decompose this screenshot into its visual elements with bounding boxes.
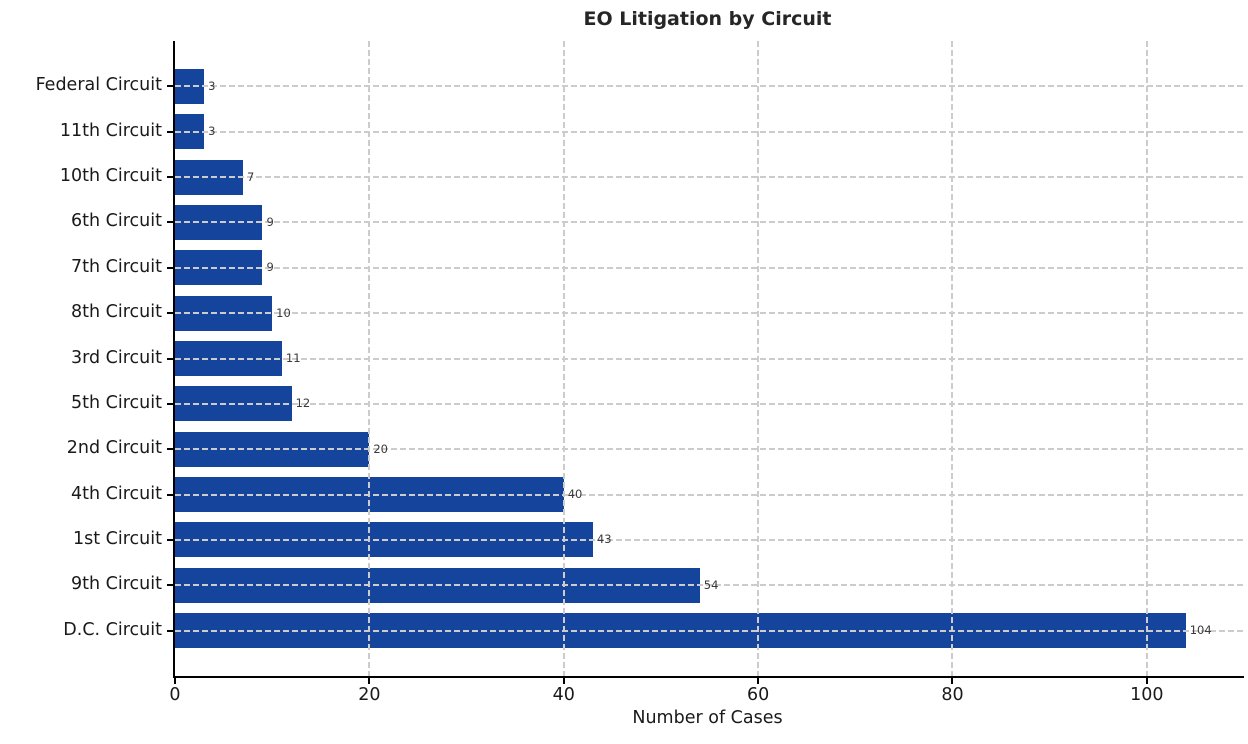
y-tick-mark xyxy=(167,538,173,541)
y-gridline xyxy=(175,629,1244,632)
y-tick-label: 11th Circuit xyxy=(59,120,162,141)
bar-value-label: 20 xyxy=(373,441,388,456)
y-tick-mark xyxy=(167,448,173,451)
x-tick-label: 60 xyxy=(746,685,770,705)
bar-value-label: 9 xyxy=(266,260,274,275)
bar-value-label: 104 xyxy=(1189,623,1212,638)
x-tick-mark xyxy=(757,678,760,684)
y-tick-mark xyxy=(167,176,173,179)
y-gridline xyxy=(175,266,1244,269)
bar-value-label: 11 xyxy=(285,351,301,365)
y-gridline xyxy=(175,538,1244,541)
y-gridline xyxy=(175,312,1244,315)
y-tick-label: 6th Circuit xyxy=(71,211,162,232)
bar-value-label: 3 xyxy=(208,78,216,93)
bar-value-label: 12 xyxy=(295,396,311,411)
y-tick-label: 7th Circuit xyxy=(71,256,162,277)
y-tick-label: 2nd Circuit xyxy=(66,438,162,459)
y-gridline xyxy=(175,130,1244,133)
y-tick-mark xyxy=(167,130,173,133)
y-gridline xyxy=(175,357,1244,360)
bar-value-label: 43 xyxy=(596,532,612,547)
x-tick-mark xyxy=(1145,678,1148,684)
x-tick-label: 40 xyxy=(552,685,575,705)
bar-value-label: 9 xyxy=(266,214,274,229)
y-tick-mark xyxy=(167,629,173,632)
y-tick-label: 1st Circuit xyxy=(72,528,162,549)
x-tick-mark xyxy=(368,678,371,684)
chart-title: EO Litigation by Circuit xyxy=(583,8,832,30)
y-tick-label: Federal Circuit xyxy=(35,75,162,96)
y-tick-mark xyxy=(167,402,173,405)
y-tick-mark xyxy=(167,221,173,224)
y-tick-mark xyxy=(167,584,173,587)
y-gridline xyxy=(175,176,1244,179)
x-axis-title: Number of Cases xyxy=(632,708,783,728)
y-gridline xyxy=(175,448,1244,451)
bar-value-label: 40 xyxy=(567,487,583,502)
x-tick-label: 100 xyxy=(1130,685,1164,705)
x-tick-label: 0 xyxy=(169,685,181,705)
x-tick-mark xyxy=(562,678,565,684)
y-tick-label: 3rd Circuit xyxy=(70,347,162,368)
y-gridline xyxy=(175,402,1244,405)
y-tick-mark xyxy=(167,357,173,360)
y-tick-label: 5th Circuit xyxy=(71,392,162,413)
y-tick-label: 9th Circuit xyxy=(71,574,162,595)
x-tick-label: 80 xyxy=(941,685,964,705)
y-tick-mark xyxy=(167,85,173,88)
bar-value-label: 7 xyxy=(247,169,255,184)
y-tick-mark xyxy=(167,266,173,269)
bar-value-label: 10 xyxy=(276,305,291,320)
bar-value-label: 54 xyxy=(703,577,719,592)
bar-value-label: 3 xyxy=(208,124,216,139)
y-tick-label: 8th Circuit xyxy=(71,302,162,323)
x-tick-mark xyxy=(174,678,176,684)
x-tick-label: 20 xyxy=(358,685,381,705)
y-tick-mark xyxy=(167,312,173,315)
x-tick-mark xyxy=(951,678,954,684)
plot-area: 0 20 40 60 80 100 3 3 7 9 9 10 11 12 20 40 43 54 104 xyxy=(167,41,1244,704)
y-gridline xyxy=(175,85,1244,88)
y-gridline xyxy=(175,493,1244,496)
y-tick-label: 4th Circuit xyxy=(71,483,162,504)
y-gridline xyxy=(175,584,1244,587)
y-tick-label: D.C. Circuit xyxy=(63,619,162,640)
y-tick-mark xyxy=(167,493,173,496)
y-gridline xyxy=(175,221,1244,224)
y-tick-label: 10th Circuit xyxy=(59,166,162,187)
